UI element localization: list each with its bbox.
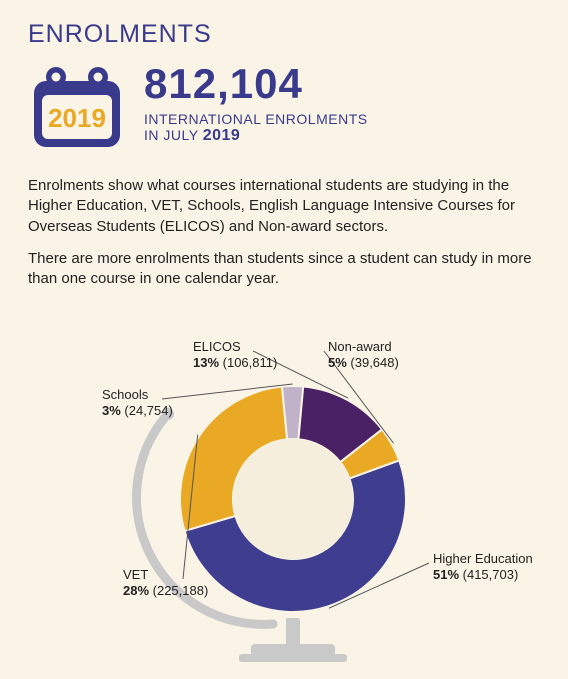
headline-sub2: IN JULY 2019 <box>144 127 540 145</box>
headline-stat: 812,104 INTERNATIONAL ENROLMENTS IN JULY… <box>144 61 540 145</box>
headline-sub2-year: 2019 <box>203 127 241 144</box>
calendar-icon: 2019 <box>28 61 126 158</box>
slice-label-vet: VET28% (225,188) <box>123 567 208 598</box>
slice-label-higher-education: Higher Education51% (415,703) <box>433 551 533 582</box>
headline-sub1: INTERNATIONAL ENROLMENTS <box>144 111 540 127</box>
slice-label-non-award: Non-award5% (39,648) <box>328 339 399 370</box>
slice-label-schools: Schools3% (24,754) <box>102 387 173 418</box>
headline-row: 2019 812,104 INTERNATIONAL ENROLMENTS IN… <box>28 61 540 158</box>
headline-sub2-prefix: IN JULY <box>144 127 203 143</box>
page-title: ENROLMENTS <box>28 20 540 49</box>
paragraph-2: There are more enrolments than students … <box>28 249 540 290</box>
donut-chart: Higher Education51% (415,703) VET28% (225… <box>28 299 540 679</box>
paragraph-1: Enrolments show what courses internation… <box>28 176 540 237</box>
calendar-year-text: 2019 <box>48 103 106 133</box>
headline-number: 812,104 <box>144 63 540 105</box>
slice-label-elicos: ELICOS13% (106,811) <box>193 339 277 370</box>
